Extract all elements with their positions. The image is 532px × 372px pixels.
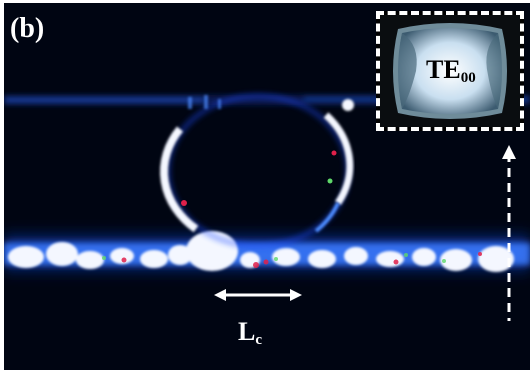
bus-waveguide [4,228,530,278]
coupling-length-subscript: c [255,332,263,348]
mode-subscript: 00 [460,70,476,86]
dashed-up-arrow-icon [502,145,516,321]
microscope-image: (b) TE00 Lc [4,3,530,370]
coupling-length-label: Lc [238,317,262,349]
mode-main-text: TE [426,55,461,84]
coupling-length-main: L [238,317,256,346]
mode-label: TE00 [426,55,476,87]
ring-resonator [160,93,354,249]
panel-label: (b) [10,13,45,44]
double-arrow-icon [214,289,302,301]
mode-profile-image [380,15,520,127]
waveguide-ring-scene [4,93,530,321]
mode-profile-inset: TE00 [376,11,524,131]
